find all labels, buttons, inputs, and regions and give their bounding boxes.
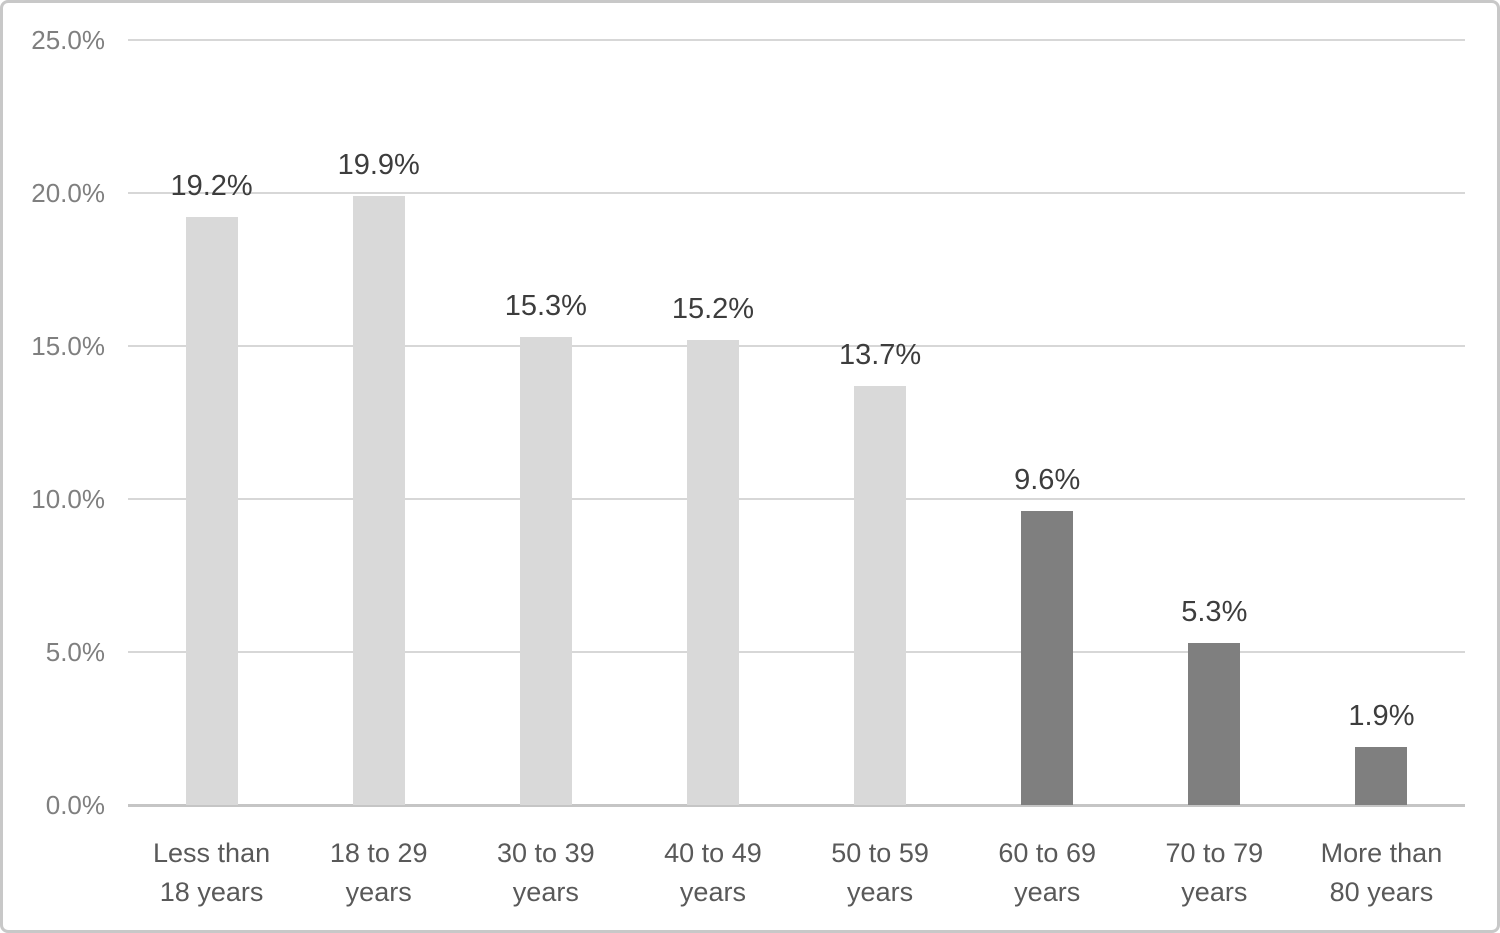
value-label-less-than-18-years: 19.2% [170,170,253,203]
bar-40-to-49-years [686,339,739,805]
x-axis-label-more-than-80-years: More than 80 years [1320,838,1443,907]
value-label-60-to-69-years: 9.6% [1014,464,1081,497]
y-axis-tick-label-0pct: 0.0% [45,790,105,820]
x-axis-label-50-to-59-years: 50 to 59 years [831,838,929,907]
bar-more-than-80-years [1355,746,1408,805]
bar-18-to-29-years [352,196,405,805]
gridline-10pct [128,498,1465,500]
y-axis-tick-label-15pct: 15.0% [31,331,105,361]
gridline-5pct [128,651,1465,653]
bar-50-to-59-years [854,385,907,805]
y-axis-tick-label-20pct: 20.0% [31,178,105,208]
value-label-30-to-39-years: 15.3% [504,289,587,322]
x-axis-line [128,804,1465,807]
x-axis-label-70-to-79-years: 70 to 79 years [1165,838,1264,907]
bar-30-to-39-years [519,336,572,805]
bar-less-than-18-years [185,217,238,805]
bar-60-to-69-years [1021,511,1074,805]
value-label-more-than-80-years: 1.9% [1348,699,1415,732]
y-axis-tick-label-10pct: 10.0% [31,484,105,514]
gridline-25pct [128,39,1465,41]
value-label-40-to-49-years: 15.2% [671,292,755,325]
x-axis-label-less-than-18-years: Less than 18 years [153,838,271,907]
x-axis-label-60-to-69-years: 60 to 69 years [998,838,1096,907]
y-axis-tick-label-25pct: 25.0% [31,25,105,55]
bar-70-to-79-years [1188,642,1241,805]
gridline-20pct [128,192,1465,194]
x-axis-label-18-to-29-years: 18 to 29 years [329,838,428,907]
x-axis-label-40-to-49-years: 40 to 49 years [664,838,762,907]
x-axis-label-30-to-39-years: 30 to 39 years [497,838,595,907]
value-label-50-to-59-years: 13.7% [838,338,922,371]
gridline-15pct [128,345,1465,347]
y-axis-tick-label-5pct: 5.0% [45,637,105,667]
value-label-18-to-29-years: 19.9% [337,149,420,182]
value-label-70-to-79-years: 5.3% [1181,595,1248,628]
